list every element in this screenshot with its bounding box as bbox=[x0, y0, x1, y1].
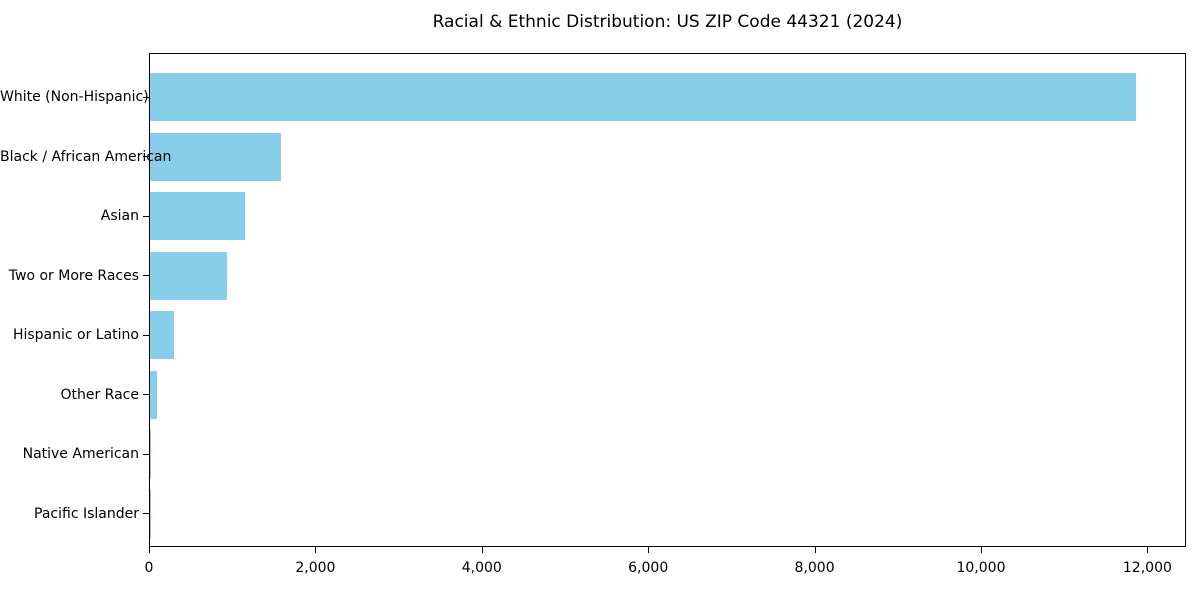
y-tick-mark bbox=[143, 96, 149, 98]
x-tick-mark bbox=[648, 547, 650, 553]
x-tick-mark bbox=[149, 547, 150, 553]
y-tick-label: Pacific Islander bbox=[34, 505, 139, 522]
y-tick-mark bbox=[143, 453, 149, 455]
x-tick-mark bbox=[814, 547, 816, 553]
x-tick-label: 0 bbox=[144, 560, 154, 576]
x-tick-mark bbox=[315, 547, 317, 553]
x-tick-mark bbox=[1147, 547, 1149, 553]
chart-title: Racial & Ethnic Distribution: US ZIP Cod… bbox=[432, 12, 903, 32]
y-tick-label: Asian bbox=[100, 208, 139, 225]
y-tick-mark bbox=[143, 215, 149, 217]
y-tick-label: Two or More Races bbox=[8, 267, 139, 284]
plot-area bbox=[149, 53, 1186, 547]
y-tick-mark bbox=[143, 275, 149, 277]
bar-black-african-american bbox=[150, 132, 282, 181]
bar-white-non-hispanic bbox=[150, 73, 1136, 121]
bar-hispanic-or-latino bbox=[150, 311, 175, 360]
y-tick-label: Other Race bbox=[60, 386, 139, 403]
x-tick-label: 6,000 bbox=[628, 560, 669, 576]
x-tick-label: 2,000 bbox=[295, 560, 336, 576]
y-tick-mark bbox=[143, 334, 149, 336]
y-tick-label: White (Non-Hispanic) bbox=[0, 89, 149, 105]
y-tick-label: Native American bbox=[22, 446, 139, 463]
x-tick-label: 4,000 bbox=[461, 560, 502, 576]
x-tick-mark bbox=[481, 547, 483, 553]
x-tick-label: 10,000 bbox=[956, 560, 1006, 576]
bar-asian bbox=[150, 192, 245, 241]
x-tick-label: 12,000 bbox=[1122, 560, 1172, 576]
bar-other-race bbox=[150, 370, 157, 419]
bar-native-american bbox=[150, 430, 152, 479]
y-tick-label: Hispanic or Latino bbox=[12, 327, 139, 344]
bar-two-or-more-races bbox=[150, 251, 228, 300]
x-tick-label: 8,000 bbox=[794, 560, 835, 576]
y-tick-mark bbox=[143, 394, 149, 396]
y-tick-mark bbox=[143, 513, 149, 515]
y-tick-mark bbox=[143, 156, 149, 158]
y-tick-label: Black / African American bbox=[0, 148, 172, 165]
x-tick-mark bbox=[980, 547, 982, 553]
